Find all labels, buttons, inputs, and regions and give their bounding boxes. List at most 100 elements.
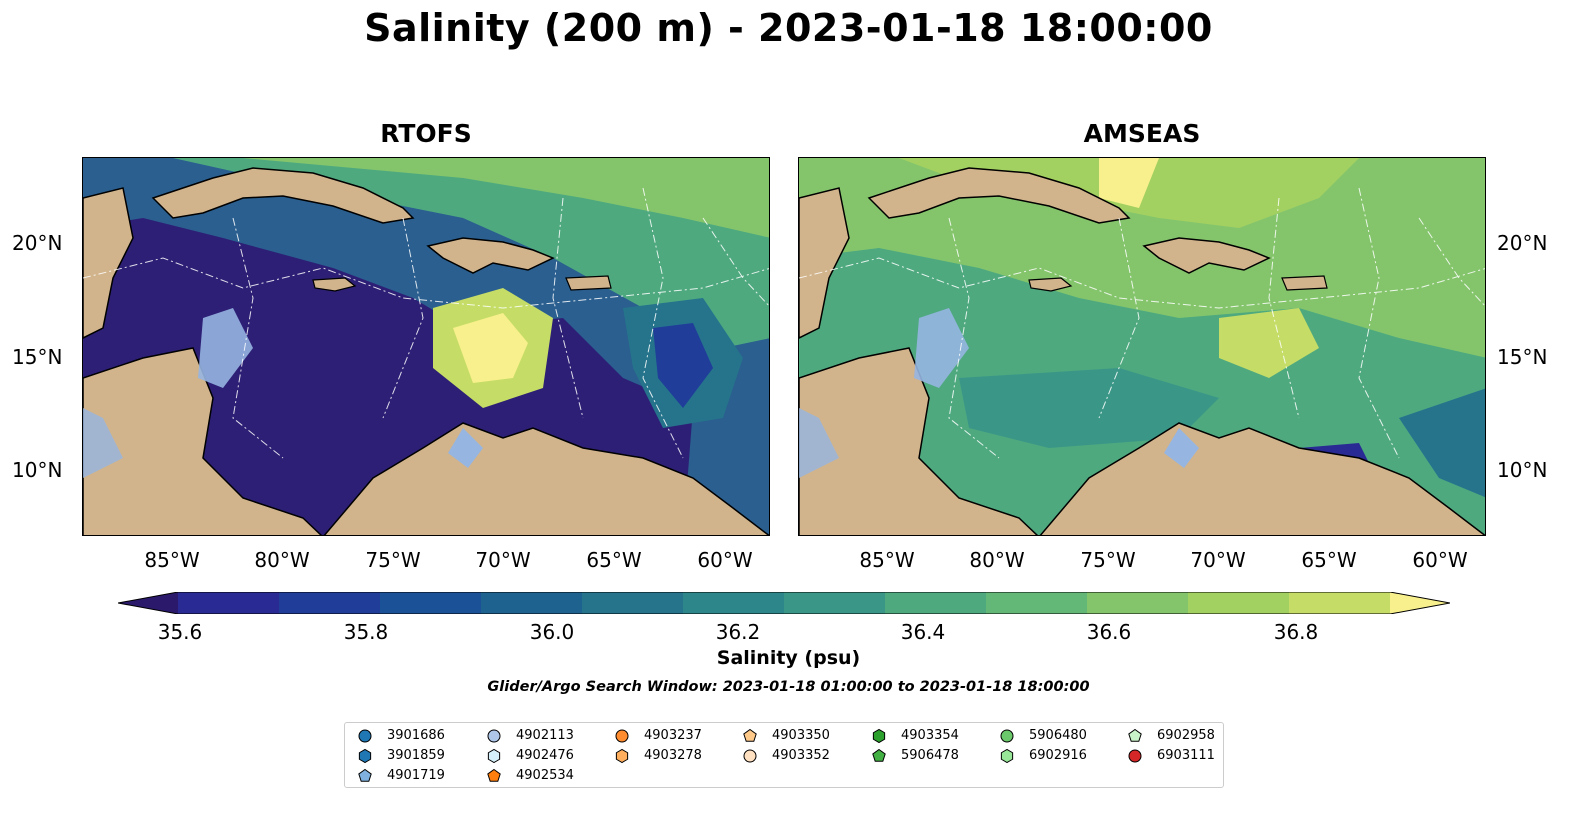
legend-marker — [872, 728, 886, 744]
lon-label-rtofs-60: 60°W — [697, 548, 753, 572]
zone-south — [959, 368, 1219, 448]
legend-marker — [1000, 748, 1014, 764]
colorbar — [118, 592, 1450, 614]
legend-marker — [743, 749, 757, 763]
colorbar-segment — [986, 592, 1088, 614]
legend-marker — [358, 768, 372, 782]
eez-lines — [799, 187, 1485, 459]
colorbar-tick-35-6: 35.6 — [157, 620, 203, 644]
pacific-shelf — [799, 408, 839, 478]
central-america — [83, 347, 322, 535]
yucatan — [83, 187, 134, 339]
lat-label-left-15: 15°N — [12, 345, 63, 369]
legend-marker-icon — [358, 768, 372, 782]
hispaniola — [1142, 237, 1271, 274]
colorbar-segment — [1188, 592, 1290, 614]
lat-label-right-15: 15°N — [1497, 345, 1548, 369]
colorbar-tick-36-4: 36.4 — [900, 620, 946, 644]
legend-marker-icon — [1128, 728, 1142, 742]
zone-east-low — [653, 323, 713, 408]
colorbar-segment — [178, 592, 280, 614]
legend-marker-icon — [743, 749, 757, 763]
zone-east-low — [1399, 388, 1485, 498]
legend-marker — [872, 748, 886, 762]
pacific-shelf — [83, 408, 123, 478]
cuba — [151, 167, 415, 224]
zone-high — [173, 158, 769, 348]
cuba — [867, 167, 1131, 224]
lon-label-rtofs-70: 70°W — [475, 548, 531, 572]
colorbar-tick-36-6: 36.6 — [1086, 620, 1132, 644]
lon-label-rtofs-75: 75°W — [365, 548, 421, 572]
zone-higher — [243, 158, 769, 238]
colorbar-label: Salinity (psu) — [716, 647, 861, 669]
legend-marker-icon — [872, 728, 886, 744]
legend-marker — [358, 748, 372, 764]
legend-marker-icon — [615, 748, 629, 764]
legend-marker-icon — [872, 748, 886, 762]
colorbar-tick-36-0: 36.0 — [529, 620, 575, 644]
colorbar-extend-high — [1390, 592, 1450, 614]
legend-marker — [487, 768, 501, 782]
legend-marker-icon — [615, 729, 629, 743]
nicaragua-shelf — [914, 308, 969, 388]
lat-label-right-10: 10°N — [1497, 458, 1548, 482]
search-window-caption: Glider/Argo Search Window: 2023-01-18 01… — [487, 679, 1090, 695]
south-america — [1039, 422, 1485, 535]
lon-label-amseas-75: 75°W — [1080, 548, 1136, 572]
zone-max — [453, 313, 528, 383]
lon-label-rtofs-80: 80°W — [254, 548, 310, 572]
lon-label-amseas-65: 65°W — [1301, 548, 1357, 572]
jamaica — [312, 277, 357, 292]
lon-label-amseas-80: 80°W — [969, 548, 1025, 572]
hispaniola — [426, 237, 555, 274]
map-amseas[interactable] — [798, 157, 1486, 536]
map-rtofs[interactable] — [82, 157, 770, 536]
panel-title-amseas: AMSEAS — [1083, 119, 1201, 148]
legend-marker-icon — [358, 748, 372, 764]
lon-label-rtofs-65: 65°W — [586, 548, 642, 572]
puerto-rico — [1281, 275, 1328, 291]
legend-marker-icon — [1000, 729, 1014, 743]
legend-marker-icon — [1128, 749, 1142, 763]
lat-label-left-10: 10°N — [12, 458, 63, 482]
map-amseas-canvas — [799, 158, 1485, 535]
puerto-rico — [565, 275, 612, 291]
lon-label-rtofs-85: 85°W — [144, 548, 200, 572]
legend-marker-icon — [487, 748, 501, 764]
legend-marker-icon — [358, 729, 372, 743]
legend-marker — [487, 748, 501, 764]
central-america — [799, 347, 1038, 535]
colorbar-tick-35-8: 35.8 — [343, 620, 389, 644]
colorbar-segment — [683, 592, 785, 614]
colorbar-segment — [481, 592, 583, 614]
legend-marker — [1128, 728, 1142, 742]
jamaica — [1028, 277, 1073, 292]
colorbar-extend-low — [118, 592, 178, 614]
lon-label-amseas-70: 70°W — [1190, 548, 1246, 572]
legend-marker-icon — [487, 729, 501, 743]
colorbar-segment — [380, 592, 482, 614]
legend-marker — [615, 729, 629, 743]
colorbar-segment — [784, 592, 886, 614]
legend-marker — [358, 729, 372, 743]
eez-lines — [83, 187, 769, 459]
legend: 3901686 3901859 4901719 4902113 4902476 … — [344, 722, 1224, 788]
zone-peak — [1219, 308, 1319, 378]
legend-marker-icon — [1000, 748, 1014, 764]
colorbar-tick-36-8: 36.8 — [1273, 620, 1319, 644]
zone-max-north — [1099, 158, 1159, 208]
colorbar-segment — [885, 592, 987, 614]
panel-title-rtofs: RTOFS — [380, 119, 472, 148]
legend-marker-icon — [743, 728, 757, 742]
legend-marker — [615, 748, 629, 764]
legend-marker — [1128, 749, 1142, 763]
lake-maracaibo — [448, 428, 483, 468]
colorbar-segment — [279, 592, 381, 614]
colorbar-segment — [1289, 592, 1391, 614]
south-america — [323, 422, 769, 535]
lat-label-left-20: 20°N — [12, 231, 63, 255]
lat-label-right-20: 20°N — [1497, 231, 1548, 255]
lake-maracaibo — [1164, 428, 1199, 468]
lon-label-amseas-85: 85°W — [859, 548, 915, 572]
